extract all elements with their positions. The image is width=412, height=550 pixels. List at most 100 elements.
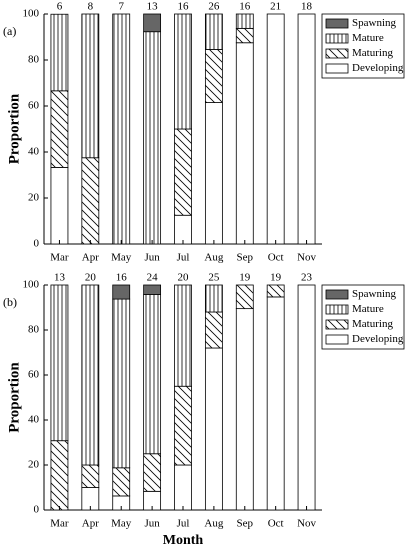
bar-count: 7 bbox=[118, 1, 124, 13]
bar-segment bbox=[143, 13, 162, 33]
bar-count: 8 bbox=[88, 1, 94, 13]
legend-label: Maturing bbox=[352, 318, 393, 330]
bar-segment bbox=[143, 294, 162, 455]
x-tick-label: Oct bbox=[268, 252, 284, 264]
y-tick-label: 40 bbox=[28, 414, 40, 426]
legend-label: Spawning bbox=[352, 17, 397, 29]
bar-count: 23 bbox=[301, 272, 313, 284]
x-tick-label: Aug bbox=[204, 252, 223, 264]
legend-swatch bbox=[325, 63, 349, 74]
bar-segment bbox=[143, 284, 162, 295]
bar-segment bbox=[112, 467, 131, 497]
bar-count: 20 bbox=[85, 272, 97, 284]
bar-segment bbox=[235, 308, 254, 511]
x-tick-label: May bbox=[111, 252, 132, 264]
bar-segment bbox=[81, 464, 100, 488]
x-tick-label: Mar bbox=[50, 518, 69, 530]
y-tick-label: 100 bbox=[23, 279, 40, 291]
legend-swatch bbox=[325, 319, 349, 330]
legend-swatch bbox=[325, 33, 349, 44]
bar-segment bbox=[81, 157, 100, 245]
bar-segment bbox=[81, 13, 100, 159]
bar-segment bbox=[174, 284, 192, 387]
y-axis-label: Proportion bbox=[6, 362, 22, 433]
bar-segment bbox=[174, 385, 192, 466]
bar-segment bbox=[204, 347, 223, 511]
bar-segment bbox=[174, 128, 192, 216]
legend-label: Mature bbox=[352, 32, 384, 44]
legend-swatch bbox=[325, 18, 349, 29]
bar-segment bbox=[50, 13, 69, 92]
y-tick-label: 60 bbox=[28, 100, 40, 112]
x-tick-label: Mar bbox=[50, 252, 69, 264]
bar-segment bbox=[174, 214, 192, 245]
bar-count: 19 bbox=[239, 272, 251, 284]
panel-label: (b) bbox=[3, 295, 17, 309]
legend-swatch bbox=[325, 289, 349, 300]
bar-segment bbox=[50, 90, 69, 168]
bar-segment bbox=[297, 284, 316, 511]
bar-segment bbox=[204, 49, 223, 103]
bar-segment bbox=[143, 453, 162, 492]
y-tick-label: 20 bbox=[28, 192, 40, 204]
bar-count: 21 bbox=[270, 1, 281, 13]
bar-segment bbox=[235, 13, 254, 29]
bar-count: 25 bbox=[208, 272, 220, 284]
x-tick-label: Nov bbox=[297, 518, 316, 530]
legend-swatch bbox=[325, 304, 349, 315]
bar-segment bbox=[235, 42, 254, 245]
legend-label: Developing bbox=[352, 333, 404, 345]
bar-segment bbox=[297, 13, 316, 245]
bar-segment bbox=[174, 13, 192, 130]
x-tick-label: Jul bbox=[177, 252, 190, 264]
bar-segment bbox=[204, 13, 223, 50]
bar-count: 16 bbox=[239, 1, 251, 13]
bar-segment bbox=[204, 311, 223, 349]
bar-segment bbox=[266, 296, 285, 511]
x-tick-label: Sep bbox=[237, 518, 254, 530]
bar-count: 16 bbox=[178, 1, 190, 13]
x-tick-label: May bbox=[111, 518, 132, 530]
bar-segment bbox=[112, 298, 131, 469]
bar-count: 26 bbox=[208, 1, 220, 13]
bar-count: 18 bbox=[301, 1, 313, 13]
x-tick-label: Apr bbox=[82, 518, 99, 530]
bar-count: 16 bbox=[116, 272, 128, 284]
y-tick-label: 100 bbox=[23, 8, 40, 20]
x-tick-label: Apr bbox=[82, 252, 99, 264]
bar-count: 6 bbox=[57, 1, 63, 13]
x-tick-label: Aug bbox=[204, 518, 223, 530]
x-tick-label: Oct bbox=[268, 518, 284, 530]
x-tick-label: Jun bbox=[144, 518, 160, 530]
bar-count: 20 bbox=[178, 272, 190, 284]
x-tick-label: Jun bbox=[144, 252, 160, 264]
bar-segment bbox=[112, 13, 131, 245]
legend-label: Mature bbox=[352, 303, 384, 315]
bar-segment bbox=[81, 284, 100, 466]
y-axis-label: Proportion bbox=[6, 93, 22, 164]
legend-swatch bbox=[325, 48, 349, 59]
legend-label: Maturing bbox=[352, 47, 393, 59]
bar-segment bbox=[204, 102, 223, 245]
bar-segment bbox=[235, 284, 254, 310]
bar-count: 24 bbox=[147, 272, 159, 284]
panel-label: (a) bbox=[3, 24, 16, 38]
bar-segment bbox=[50, 440, 69, 511]
bar-count: 19 bbox=[270, 272, 282, 284]
x-tick-label: Jul bbox=[177, 518, 190, 530]
y-tick-label: 20 bbox=[28, 459, 40, 471]
y-tick-label: 0 bbox=[34, 504, 40, 516]
bar-segment bbox=[143, 31, 162, 245]
legend-label: Spawning bbox=[352, 288, 397, 300]
y-tick-label: 60 bbox=[28, 369, 40, 381]
bar-segment bbox=[266, 284, 285, 298]
y-tick-label: 0 bbox=[34, 238, 40, 250]
bar-segment bbox=[50, 167, 69, 245]
bar-segment bbox=[112, 284, 131, 300]
bar-count: 13 bbox=[147, 1, 159, 13]
legend-label: Developing bbox=[352, 62, 404, 74]
y-tick-label: 80 bbox=[28, 324, 40, 336]
x-tick-label: Sep bbox=[237, 252, 254, 264]
